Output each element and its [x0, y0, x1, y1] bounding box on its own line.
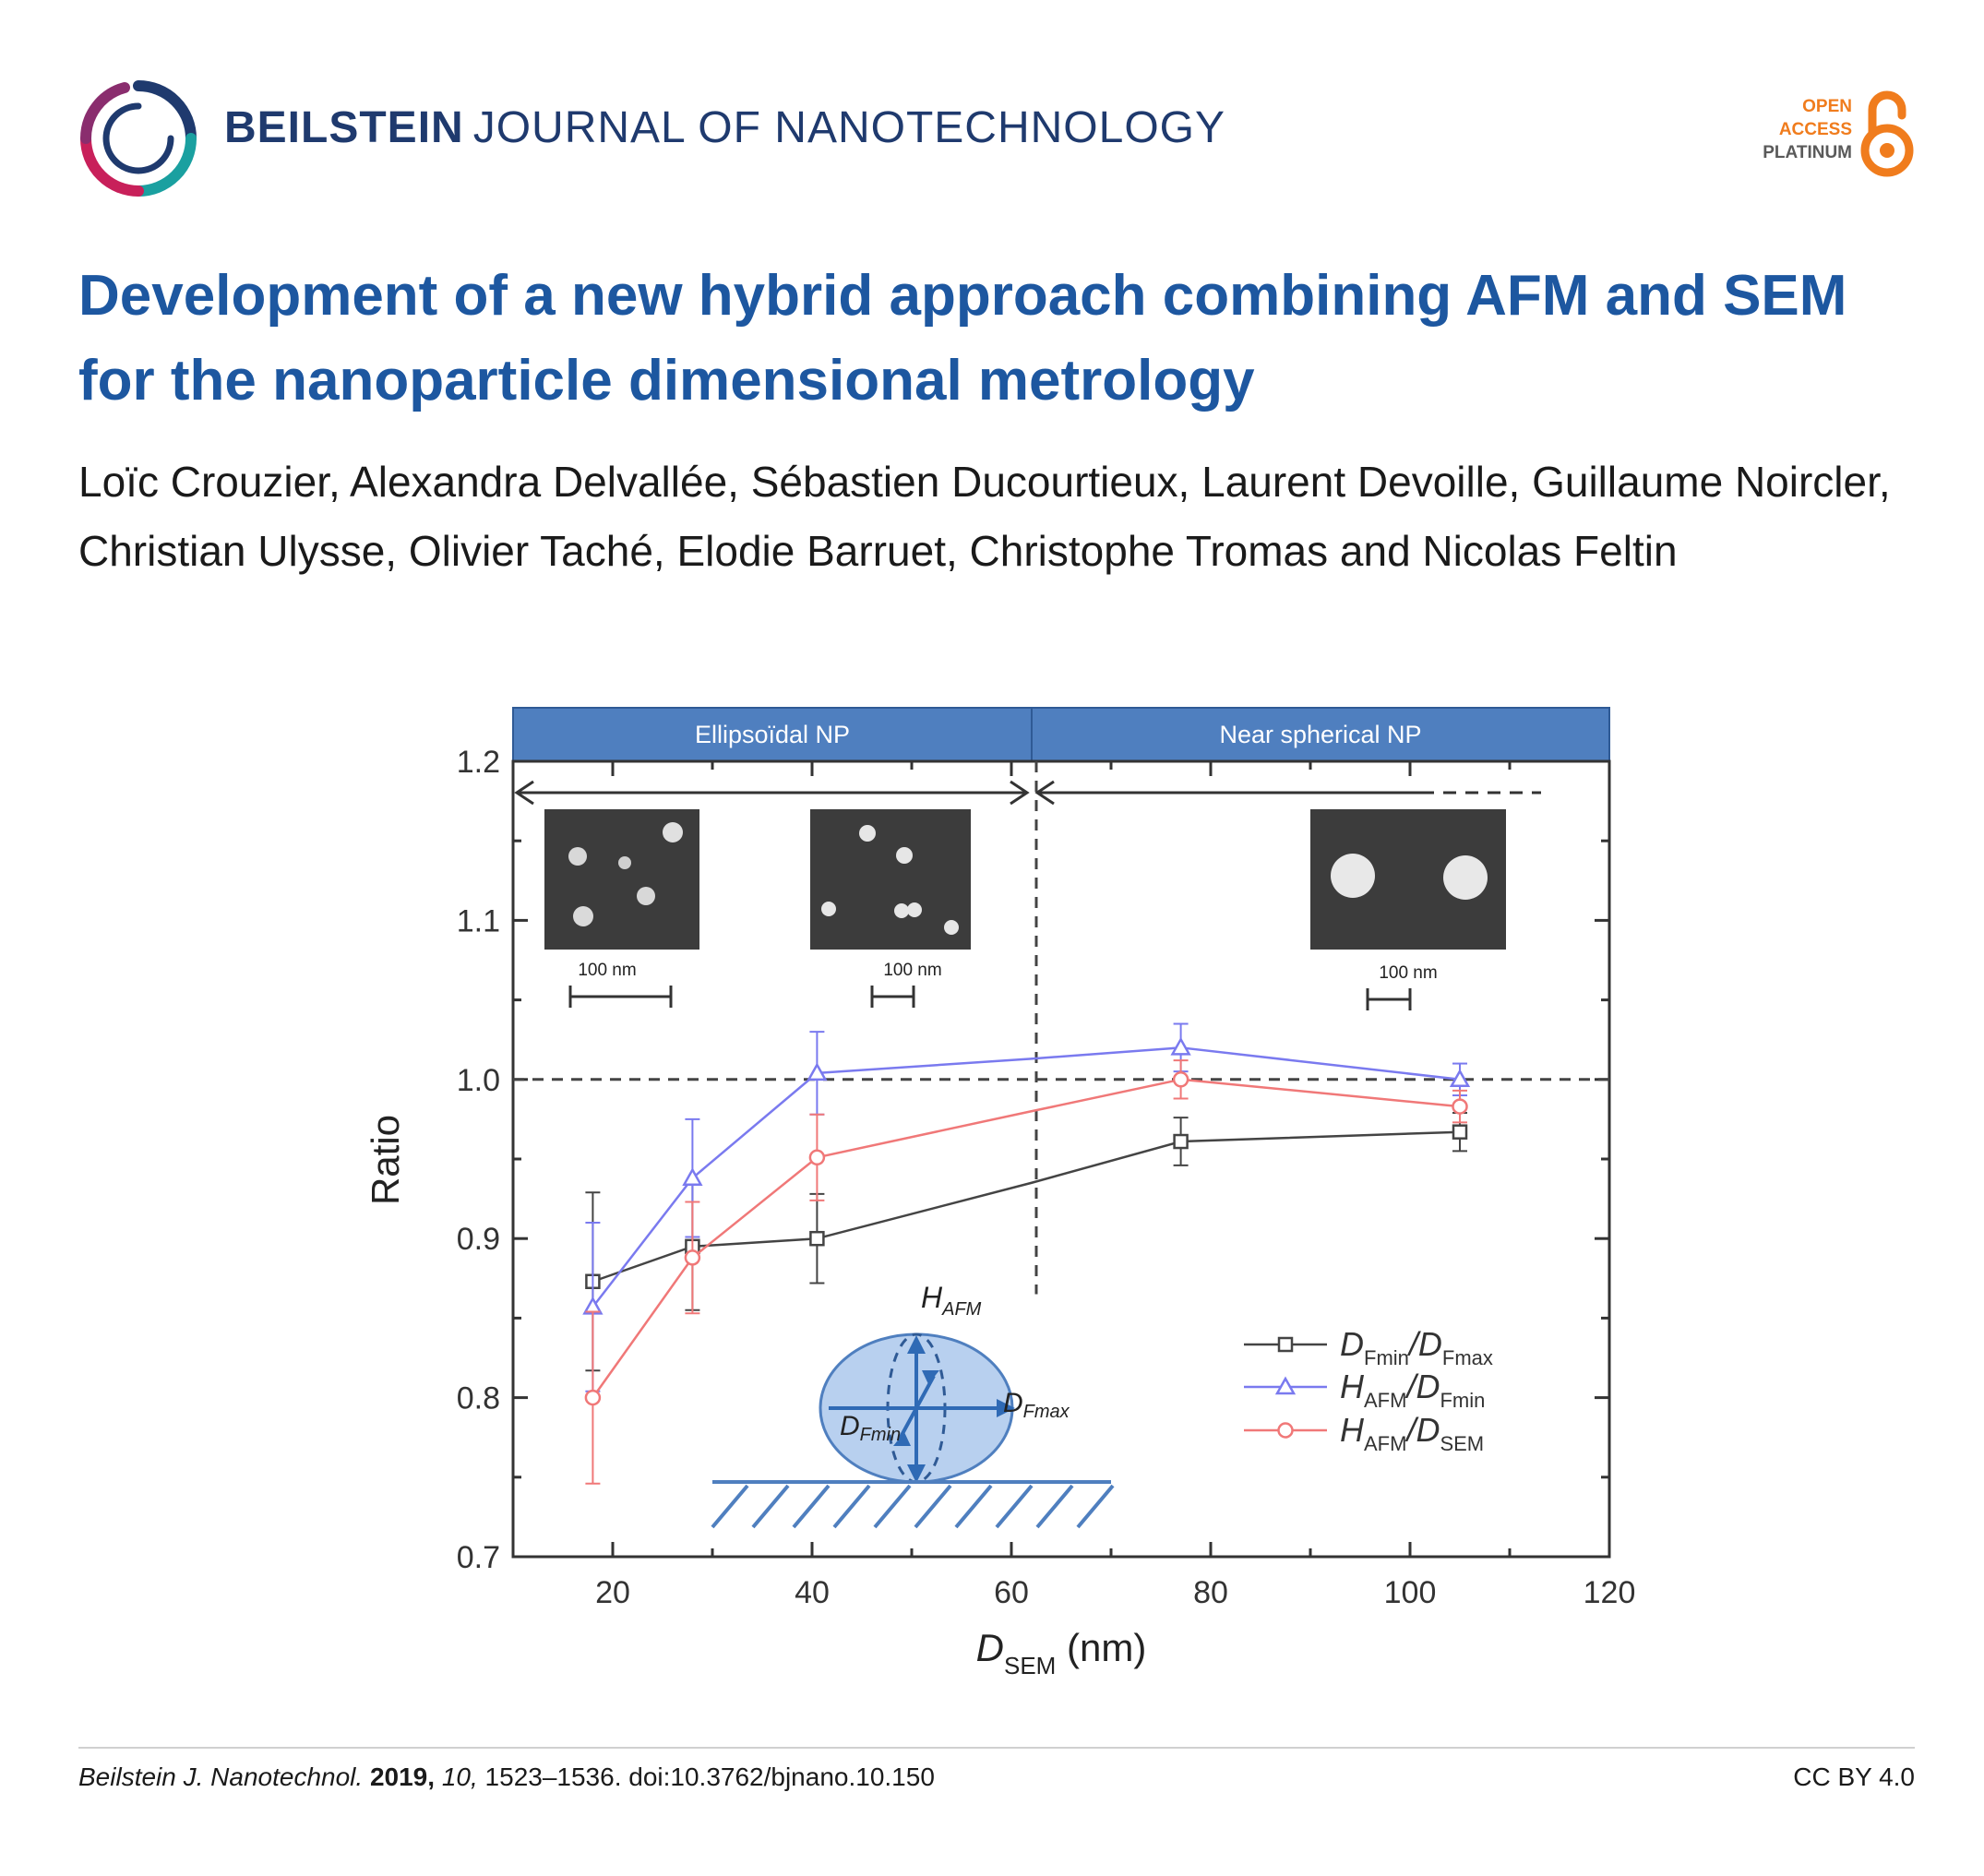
- data-point-1-4: [1170, 1036, 1191, 1056]
- data-point-0-2: [809, 1230, 825, 1247]
- data-point-2-0: [584, 1389, 602, 1406]
- hatch-mark: [711, 1484, 749, 1529]
- hatch-mark: [1076, 1484, 1115, 1529]
- beilstein-logo-icon: [80, 80, 197, 197]
- hatch-mark: [1035, 1484, 1074, 1529]
- license-label: CC BY 4.0: [1793, 1762, 1915, 1791]
- hatch-mark: [954, 1484, 993, 1529]
- scale-bar-label-1: 100 nm: [578, 961, 636, 980]
- x-tick-label: 40: [795, 1575, 830, 1610]
- arrowhead-left: [514, 780, 534, 806]
- citation-pages-doi: 1523–1536. doi:10.3762/bjnano.10.150: [484, 1762, 935, 1791]
- ratio-chart: Ellipsoïdal NP Near spherical NP 20 40 60 8…: [364, 707, 1636, 1679]
- x-tick-label: 20: [595, 1575, 630, 1610]
- series-line-1: [592, 1046, 1461, 1308]
- scale-bar-label-3: 100 nm: [1379, 963, 1437, 983]
- dmin-arrow: [897, 1375, 936, 1441]
- y-tick-label: 1.0: [457, 1063, 500, 1098]
- legend-label-2: HAFM/DSEM: [1340, 1411, 1484, 1455]
- data-point-2-2: [808, 1149, 826, 1166]
- reference-lines: [513, 761, 1609, 1295]
- region-label-ellipsoidal: Ellipsoïdal NP: [695, 721, 850, 748]
- journal-name-bold: BEILSTEIN: [224, 103, 464, 152]
- legend-marker-0: [1277, 1336, 1294, 1353]
- sem-inset-3: [1310, 809, 1506, 950]
- oa-line-platinum: PLATINUM: [1763, 143, 1852, 162]
- graphical-abstract-figure: Ellipsoïdal NP Near spherical NP 20 40 60 8…: [351, 697, 1661, 1721]
- region-label-spherical: Near spherical NP: [1219, 721, 1421, 748]
- oa-line-open: OPEN: [1802, 97, 1852, 116]
- x-tick-label: 120: [1584, 1575, 1636, 1610]
- y-tick-label: 0.7: [457, 1540, 500, 1575]
- citation-volume: 10,: [441, 1762, 478, 1791]
- schematic-label-hafm: HAFM: [921, 1281, 982, 1320]
- oa-line-access: ACCESS: [1778, 120, 1852, 139]
- hatch-mark: [792, 1484, 831, 1529]
- citation: Beilstein J. Nanotechnol. 2019, 10, 1523…: [78, 1762, 935, 1792]
- hatch-mark: [995, 1484, 1034, 1529]
- y-tick-label: 0.8: [457, 1381, 500, 1416]
- citation-journal: Beilstein J. Nanotechnol.: [78, 1762, 364, 1791]
- legend-marker-1: [1274, 1376, 1297, 1395]
- schematic-label-dfmax: DFmax: [1003, 1388, 1070, 1422]
- schematic-label-dfmin: DFmin: [840, 1411, 901, 1445]
- axis-ticks: 20 40 60 80 100 120 0.7 0.8 0.9 1.0 1.1 1.2: [457, 745, 1636, 1610]
- citation-year: 2019,: [369, 1762, 436, 1791]
- substrate-hatching: [711, 1484, 1115, 1529]
- arrowhead-mid-left: [1034, 780, 1055, 806]
- series-line-2: [592, 1078, 1461, 1399]
- data-point-2-1: [684, 1249, 701, 1266]
- series-line-0: [592, 1130, 1461, 1283]
- scale-bars: [568, 986, 1412, 1010]
- data-point-1-2: [807, 1062, 828, 1081]
- hatch-mark: [751, 1484, 790, 1529]
- legend-label-0: DFmin/DFmax: [1340, 1325, 1493, 1369]
- legend-label-1: HAFM/DFmin: [1340, 1368, 1485, 1412]
- open-access-badge: OPEN ACCESS PLATINUM: [1739, 88, 1915, 180]
- x-tick-label: 100: [1384, 1575, 1437, 1610]
- region-band-spherical: [1031, 707, 1610, 762]
- x-tick-label: 80: [1193, 1575, 1228, 1610]
- x-axis-label: DSEM (nm): [976, 1626, 1147, 1679]
- arrowhead-mid-right: [1010, 780, 1030, 806]
- y-tick-label: 1.1: [457, 903, 500, 938]
- hatch-mark: [914, 1484, 952, 1529]
- data-point-0-5: [1452, 1124, 1468, 1140]
- hatch-mark: [873, 1484, 912, 1529]
- data-point-0-4: [1173, 1133, 1189, 1150]
- sem-inset-2: [810, 809, 971, 950]
- hatch-mark: [832, 1484, 871, 1529]
- sem-inset-1: [544, 809, 699, 950]
- y-axis-label: Ratio: [364, 1115, 407, 1205]
- data-point-1-5: [1449, 1069, 1471, 1088]
- series-layer: [582, 1022, 1471, 1485]
- footer-divider: [78, 1747, 1915, 1749]
- y-tick-label: 0.9: [457, 1222, 500, 1257]
- scale-bar-label-2: 100 nm: [883, 961, 941, 980]
- data-point-2-5: [1452, 1098, 1468, 1115]
- data-point-1-1: [682, 1167, 703, 1186]
- y-tick-label: 1.2: [457, 745, 500, 780]
- range-arrows: [514, 780, 1541, 806]
- journal-name: BEILSTEIN JOURNAL OF NANOTECHNOLOGY: [224, 106, 1225, 150]
- data-point-2-4: [1172, 1071, 1189, 1088]
- x-tick-label: 60: [994, 1575, 1029, 1610]
- legend-marker-2: [1277, 1422, 1294, 1439]
- article-authors: Loïc Crouzier, Alexandra Delvallée, Séba…: [78, 458, 1891, 575]
- open-lock-icon: [1860, 90, 1914, 177]
- nanoparticle-schematic: HAFM DFmax DFmin: [711, 1281, 1115, 1529]
- article-title: Development of a new hybrid approach com…: [78, 264, 1847, 412]
- journal-name-rest: JOURNAL OF NANOTECHNOLOGY: [472, 103, 1225, 152]
- journal-header: BEILSTEIN JOURNAL OF NANOTECHNOLOGY OPEN …: [78, 78, 1915, 198]
